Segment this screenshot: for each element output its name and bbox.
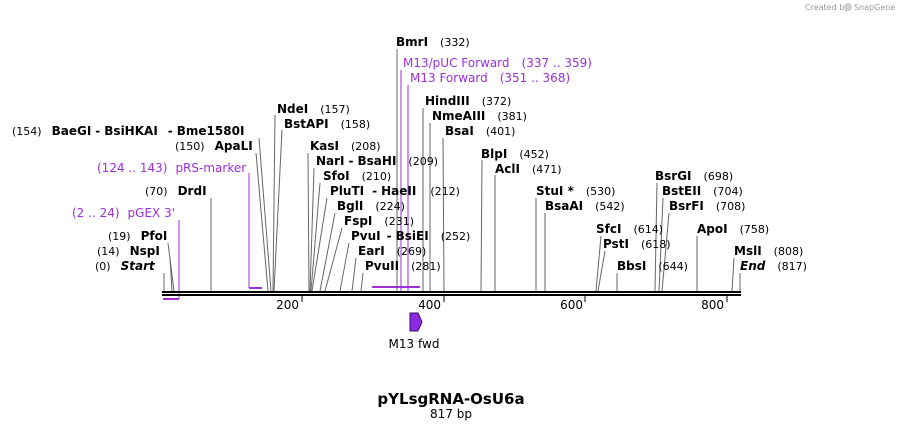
site-hindiii[interactable]: HindIII (372) xyxy=(425,94,511,108)
leader-bsai xyxy=(442,137,445,292)
primer-marks xyxy=(163,70,420,300)
leader-kasi xyxy=(307,152,310,292)
site-eari[interactable]: EarI (269) xyxy=(358,244,426,258)
site-bsai[interactable]: BsaI (401) xyxy=(445,124,515,138)
site-bsaai[interactable]: BsaAI (542) xyxy=(545,199,625,213)
site-bsteii[interactable]: BstEII (704) xyxy=(662,184,743,198)
site-bsrgi[interactable]: BsrGI (698) xyxy=(655,169,733,183)
primer-labels: M13/pUC Forward (337 .. 359) M13 Forward(… xyxy=(72,56,592,220)
site-blpi[interactable]: BlpI (452) xyxy=(481,147,549,161)
plasmid-name: pYLsgRNA-OsU6a xyxy=(377,390,524,408)
plasmid-size: 817 bp xyxy=(430,407,472,421)
primer-m13-forward[interactable]: M13 Forward (351 .. 368) xyxy=(410,71,570,85)
leader-psti xyxy=(597,250,606,292)
site-bgli[interactable]: BglI (224) xyxy=(337,199,405,213)
site-fspi[interactable]: FspI (231) xyxy=(344,214,414,228)
site-apali[interactable]: (150) ApaLI xyxy=(175,139,253,153)
site-sfci[interactable]: SfcI (614) xyxy=(596,222,663,236)
tick-label-800: 800 xyxy=(701,298,724,312)
sequence-backbone xyxy=(162,291,741,296)
leader-bgli xyxy=(319,212,336,292)
site-bstapi[interactable]: BstAPI (158) xyxy=(284,117,370,131)
primer-prs-marker[interactable]: (124 .. 143) pRS-marker xyxy=(97,161,246,175)
strand-bottom xyxy=(162,294,741,296)
leader-bsrfi xyxy=(661,212,670,292)
leader-sfci xyxy=(595,235,602,292)
site-pvui[interactable]: PvuI - BsiEI (252) xyxy=(351,229,470,243)
site-end[interactable]: End (817) xyxy=(740,259,807,273)
strand-top xyxy=(162,291,741,293)
plasmid-title-block: pYLsgRNA-OsU6a 817 bp xyxy=(377,390,524,421)
tick-label-400: 400 xyxy=(418,298,441,312)
snapgene-logo-icon xyxy=(844,3,852,11)
leader-blpi xyxy=(480,159,483,292)
site-pluti[interactable]: PluTI - HaeII (212) xyxy=(330,184,460,198)
site-nspi[interactable]: (14) NspI xyxy=(97,244,160,258)
leader-baegi xyxy=(258,137,272,292)
m13-fwd-label[interactable]: M13 fwd xyxy=(389,337,440,351)
primer-pgex3[interactable]: (2 .. 24) pGEX 3' xyxy=(72,206,175,220)
leader-fspi xyxy=(324,227,343,292)
site-kasi[interactable]: KasI (208) xyxy=(310,139,381,153)
snapgene-credit: Created by SnapGene xyxy=(805,3,895,12)
site-msli[interactable]: MslI (808) xyxy=(734,244,803,258)
site-apoi[interactable]: ApoI (758) xyxy=(697,222,769,236)
leader-nspi xyxy=(169,257,173,292)
tick-label-200: 200 xyxy=(276,298,299,312)
site-pvuii[interactable]: PvuII (281) xyxy=(365,259,441,273)
tick-label-600: 600 xyxy=(560,298,583,312)
primer-m13puc-forward[interactable]: M13/pUC Forward (337 .. 359) xyxy=(403,56,592,70)
leader-pvui xyxy=(339,242,350,292)
site-bsrfi[interactable]: BsrFI (708) xyxy=(669,199,745,213)
site-sfoi[interactable]: SfoI (210) xyxy=(323,169,391,183)
leader-ndei xyxy=(272,114,276,292)
site-bbsi[interactable]: BbsI (644) xyxy=(617,259,688,273)
site-nmeaiii[interactable]: NmeAIII (381) xyxy=(432,109,527,123)
leader-bsrgi xyxy=(654,182,658,292)
site-nari[interactable]: NarI - BsaHI (209) xyxy=(316,154,438,168)
enzyme-labels: BmrI (332) NdeI (157) BstAPI (158) HindIII(… xyxy=(12,35,807,273)
leader-pluti xyxy=(311,197,328,292)
site-baegi[interactable]: (154) BaeGI - BsiHKAI - Bme1580I xyxy=(12,124,244,138)
leader-pvuii xyxy=(360,272,364,292)
site-psti[interactable]: PstI (618) xyxy=(603,237,671,251)
m13-fwd-arrow[interactable] xyxy=(409,312,423,332)
credit-text: Created by xyxy=(805,3,849,12)
leader-nari xyxy=(309,167,315,292)
site-acli[interactable]: AclI (471) xyxy=(495,162,562,176)
site-origin-start[interactable]: (0) Start xyxy=(95,259,156,273)
credit-brand: SnapGene xyxy=(854,3,895,12)
leader-bstapi xyxy=(273,129,283,292)
feature-m13-fwd[interactable]: M13 fwd xyxy=(389,312,440,351)
leader-bsteii xyxy=(658,197,664,292)
leader-lines xyxy=(163,49,741,292)
site-pfoi[interactable]: (19) PfoI xyxy=(108,229,167,243)
site-bmri[interactable]: BmrI (332) xyxy=(396,35,470,49)
leader-sfoi xyxy=(310,182,321,292)
site-drdi[interactable]: (70) DrdI xyxy=(145,184,207,198)
leader-apali xyxy=(255,152,269,292)
leader-msli xyxy=(731,257,735,292)
site-stui[interactable]: StuI * (530) xyxy=(536,184,615,198)
leader-eari xyxy=(351,257,357,292)
site-ndei[interactable]: NdeI (157) xyxy=(277,102,350,116)
axis-ticks: 200 400 600 800 xyxy=(276,296,728,312)
